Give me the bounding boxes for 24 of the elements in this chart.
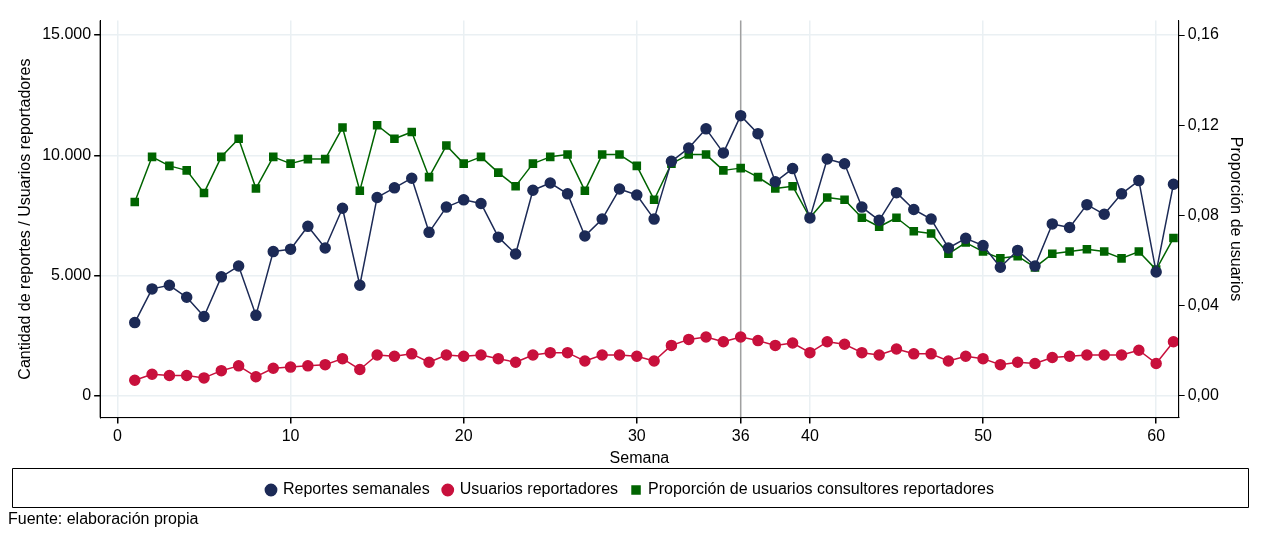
y2-axis-title: Proporción de usuarios bbox=[1227, 136, 1245, 302]
y-tick-label: 5.000 bbox=[51, 266, 92, 284]
y-tick-label: 10.000 bbox=[42, 145, 92, 163]
x-tick-label: 30 bbox=[627, 426, 646, 444]
x-tick-label: 40 bbox=[801, 426, 819, 444]
y2-tick-label: 0,12 bbox=[1187, 115, 1219, 133]
x-tick-label: 36 bbox=[731, 426, 750, 444]
legend-label: Proporción de usuarios consultores reportadores bbox=[648, 480, 994, 498]
y2-tick-label: 0,04 bbox=[1187, 296, 1219, 314]
x-axis-title: Semana bbox=[609, 448, 670, 466]
legend-label: Reportes semanales bbox=[283, 480, 430, 498]
y-tick-label: 0 bbox=[82, 386, 92, 404]
y2-tick-label: 0,08 bbox=[1187, 205, 1219, 223]
y-tick-label: 15.000 bbox=[42, 25, 92, 43]
y2-tick-label: 0,00 bbox=[1187, 386, 1219, 404]
y2-tick-label: 0,16 bbox=[1187, 25, 1219, 43]
x-tick-label: 50 bbox=[974, 426, 993, 444]
x-tick-label: 20 bbox=[454, 426, 473, 444]
source-note: Fuente: elaboración propia bbox=[8, 510, 200, 528]
y-axis-title: Cantidad de reportes / Usuarios reportadores bbox=[16, 58, 34, 380]
x-tick-label: 10 bbox=[281, 426, 300, 444]
legend-label: Usuarios reportadores bbox=[459, 480, 619, 498]
x-tick-label: 60 bbox=[1147, 426, 1166, 444]
x-tick-label: 0 bbox=[113, 426, 122, 444]
